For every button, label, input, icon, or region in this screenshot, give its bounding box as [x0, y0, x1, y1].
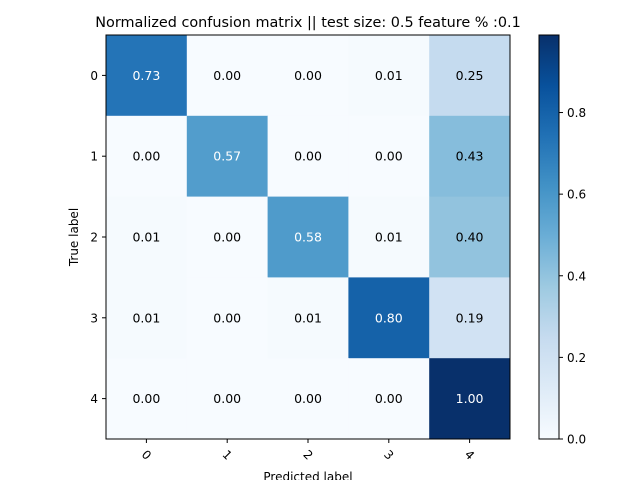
heatmap-cell: [429, 277, 511, 359]
cell-value-label: 0.00: [213, 310, 241, 325]
cell-value-label: 0.40: [456, 230, 484, 245]
x-axis-ticks: 0 1 2 3 4: [139, 439, 477, 463]
cell-value-label: 0.00: [375, 391, 403, 406]
cell-value-label: 0.43: [456, 149, 484, 164]
heatmap-cell: [429, 358, 511, 440]
cell-value-label: 0.00: [294, 68, 322, 83]
x-tick-label: 4: [462, 447, 477, 462]
cell-value-label: 0.00: [213, 68, 241, 83]
y-tick-label: 1: [90, 150, 98, 164]
heatmap-cell: [186, 115, 269, 198]
heatmap-cell: [106, 277, 188, 359]
x-tick-label: 3: [381, 447, 396, 462]
cell-value-label: 0.00: [294, 391, 322, 406]
heatmap-cell: [348, 35, 430, 117]
heatmap-cell: [267, 35, 349, 117]
heatmap-cells: [106, 35, 511, 440]
colorbar-tick-label: 0.4: [567, 269, 586, 283]
cell-value-label: 0.80: [375, 310, 403, 325]
y-tick-label: 2: [90, 231, 98, 245]
cell-value-label: 0.00: [375, 149, 403, 164]
cell-value-label: 0.01: [294, 310, 322, 325]
cell-value-label: 0.00: [213, 391, 241, 406]
y-axis-ticks: 0 1 2 3 4: [90, 69, 106, 406]
heatmap-cell: [186, 35, 269, 117]
y-tick-label: 0: [90, 69, 98, 83]
heatmap-cell: [106, 115, 188, 198]
heatmap-cell-labels: 0.73 0.00 0.00 0.01 0.25 0.00 0.57 0.00 0.00 0.43…: [132, 68, 483, 406]
cell-value-label: 0.73: [132, 68, 160, 83]
heatmap-cell: [429, 196, 511, 278]
cell-value-label: 0.00: [132, 391, 160, 406]
colorbar-ticks: 0.0 0.2 0.4 0.6 0.8: [559, 106, 586, 447]
heatmap-cell: [348, 277, 430, 359]
cell-value-label: 0.01: [132, 310, 160, 325]
cell-value-label: 0.58: [294, 230, 322, 245]
chart-title: Normalized confusion matrix || test size…: [95, 15, 520, 31]
cell-value-label: 0.01: [375, 68, 403, 83]
heatmap-cell: [429, 115, 511, 198]
heatmap-cell: [348, 196, 430, 278]
heatmap-cell: [267, 115, 349, 198]
x-tick-label: 1: [220, 447, 235, 462]
heatmap-cell: [348, 115, 430, 198]
cell-value-label: 0.00: [294, 149, 322, 164]
heatmap-cell: [186, 196, 269, 278]
heatmap-cell: [429, 35, 511, 117]
colorbar-tick-label: 0.0: [567, 433, 586, 447]
y-tick-label: 4: [90, 392, 98, 406]
cell-value-label: 0.57: [213, 149, 241, 164]
x-tick-label: 2: [300, 447, 315, 462]
heatmap-cell: [267, 196, 349, 278]
heatmap-cell: [106, 35, 188, 117]
cell-value-label: 0.00: [213, 230, 241, 245]
cell-value-label: 0.01: [375, 230, 403, 245]
y-tick-label: 3: [90, 311, 98, 325]
cell-value-label: 0.00: [132, 149, 160, 164]
heatmap-cell: [106, 358, 188, 440]
colorbar-tick-label: 0.8: [567, 106, 586, 120]
x-axis-label: Predicted label: [263, 470, 352, 480]
cell-value-label: 0.19: [456, 310, 484, 325]
colorbar-tick-label: 0.6: [567, 188, 586, 202]
cell-value-label: 0.25: [456, 68, 484, 83]
y-axis-label: True label: [67, 208, 81, 267]
heatmap-cell: [348, 358, 430, 440]
cell-value-label: 1.00: [456, 391, 484, 406]
heatmap-cell: [186, 358, 269, 440]
heatmap-cell: [106, 196, 188, 278]
colorbar-tick-label: 0.2: [567, 351, 586, 365]
cell-value-label: 0.01: [132, 230, 160, 245]
heatmap-cell: [186, 277, 269, 359]
heatmap-cell: [267, 277, 349, 359]
heatmap-cell: [267, 358, 349, 440]
x-tick-label: 0: [139, 447, 154, 462]
colorbar: [538, 34, 560, 440]
